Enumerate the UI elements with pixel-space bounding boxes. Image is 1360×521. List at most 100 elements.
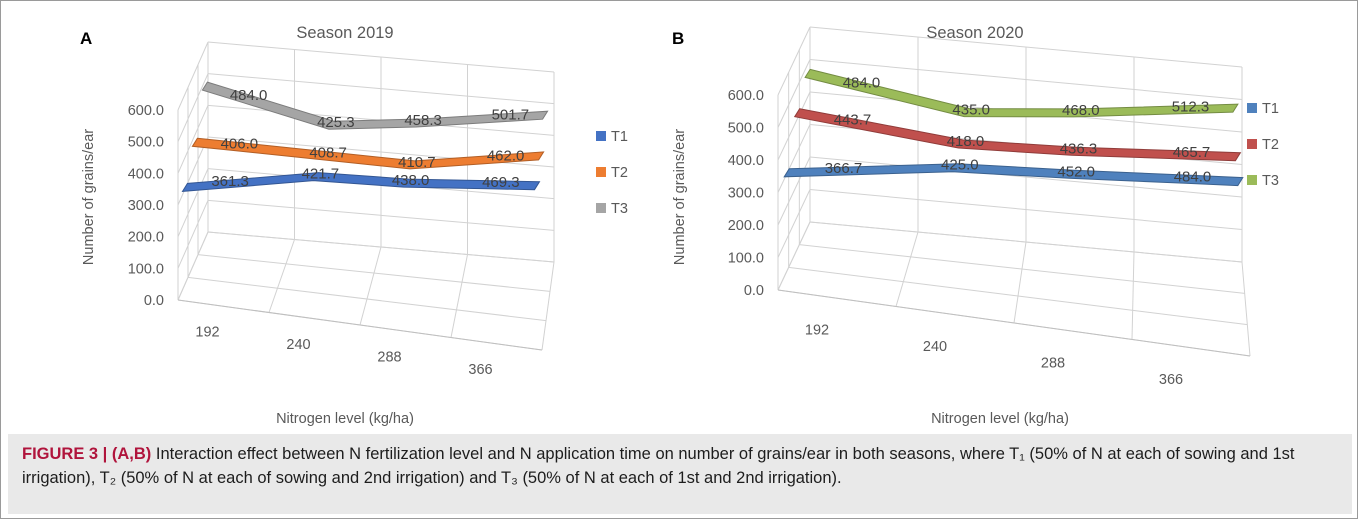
legend-swatch-t1 bbox=[596, 131, 606, 141]
data-label: 484.0 bbox=[1174, 168, 1212, 185]
x-axis-line bbox=[777, 289, 1251, 357]
caption-text: Interaction effect between N fertilizati… bbox=[22, 445, 1295, 487]
floor-gridline bbox=[809, 221, 1243, 263]
floor-gridline bbox=[788, 266, 1248, 326]
data-label: 501.7 bbox=[492, 107, 530, 124]
data-label: 468.0 bbox=[1062, 102, 1100, 119]
x-tick-label: 192 bbox=[805, 322, 829, 338]
y-tick-label: 500.0 bbox=[728, 121, 764, 137]
data-label: 436.3 bbox=[1060, 140, 1098, 157]
series-ribbon-t1 bbox=[783, 163, 1244, 187]
side-wall-gridline bbox=[777, 91, 811, 161]
data-label: 484.0 bbox=[230, 87, 268, 104]
side-wall-gridline bbox=[777, 26, 811, 96]
panel-letter: B bbox=[672, 29, 684, 48]
y-tick-label: 400.0 bbox=[728, 153, 764, 169]
floor-gridline bbox=[777, 221, 811, 291]
data-label: 438.0 bbox=[392, 172, 430, 189]
side-wall-gridline bbox=[177, 73, 209, 142]
chart-title: Season 2020 bbox=[926, 24, 1023, 42]
series-ribbon-t3 bbox=[201, 81, 549, 130]
floor-gridline bbox=[197, 254, 551, 292]
data-label: 458.3 bbox=[404, 112, 442, 129]
legend-label: T2 bbox=[611, 165, 628, 181]
series-ribbon-t1 bbox=[181, 172, 541, 192]
x-tick-label: 192 bbox=[195, 324, 219, 340]
legend-swatch-t3 bbox=[596, 203, 606, 213]
data-label: 421.7 bbox=[302, 166, 340, 183]
y-tick-label: 0.0 bbox=[744, 283, 764, 299]
data-label: 462.0 bbox=[487, 148, 525, 165]
floor-gridline bbox=[799, 244, 1245, 294]
panel-letter: A bbox=[80, 29, 92, 48]
data-label: 435.0 bbox=[952, 102, 990, 119]
series-ribbon-t3 bbox=[804, 68, 1239, 118]
legend-swatch-t2 bbox=[1247, 139, 1257, 149]
legend-label: T3 bbox=[1262, 173, 1279, 189]
x-tick-label: 288 bbox=[1041, 355, 1065, 371]
x-tick-label: 240 bbox=[286, 337, 310, 353]
floor-gridline bbox=[177, 231, 209, 301]
data-label: 465.7 bbox=[1173, 144, 1211, 161]
data-label: 512.3 bbox=[1172, 99, 1210, 116]
plot-area bbox=[777, 26, 1251, 357]
floor-gridline bbox=[268, 239, 295, 313]
y-tick-label: 600.0 bbox=[128, 103, 164, 119]
y-tick-label: 400.0 bbox=[128, 166, 164, 182]
data-label: 443.7 bbox=[834, 111, 872, 128]
x-tick-label: 240 bbox=[923, 339, 947, 355]
y-tick-label: 100.0 bbox=[128, 261, 164, 277]
legend-label: T1 bbox=[611, 129, 628, 145]
figure-caption: FIGURE 3 | (A,B) Interaction effect betw… bbox=[22, 442, 1342, 490]
chart-panel-a: 0.0 100.0 200.0 300.0 400.0 500.0 600.0 192 240 2… bbox=[80, 24, 628, 427]
y-tick-label: 500.0 bbox=[128, 135, 164, 151]
y-tick-label: 100.0 bbox=[728, 251, 764, 267]
y-tick-label: 0.0 bbox=[144, 293, 164, 309]
y-tick-label: 600.0 bbox=[728, 88, 764, 104]
legend-swatch-t1 bbox=[1247, 103, 1257, 113]
side-wall-gridline bbox=[777, 156, 811, 226]
data-label: 406.0 bbox=[221, 135, 259, 152]
legend-label: T1 bbox=[1262, 101, 1279, 117]
data-label: 418.0 bbox=[947, 133, 985, 150]
floor-gridline bbox=[895, 231, 919, 307]
side-wall-gridline bbox=[177, 136, 209, 206]
side-wall-gridline bbox=[177, 168, 209, 237]
legend-swatch-t2 bbox=[596, 167, 606, 177]
x-tick-label: 366 bbox=[468, 362, 492, 378]
floor-gridline bbox=[359, 246, 382, 326]
y-tick-label: 200.0 bbox=[128, 230, 164, 246]
y-tick-label: 300.0 bbox=[128, 198, 164, 214]
side-wall-gridline bbox=[177, 41, 209, 111]
series-ribbon-t2 bbox=[191, 137, 545, 170]
chart-panel-b: 0.0 100.0 200.0 300.0 400.0 500.0 600.0 192 240 2… bbox=[672, 24, 1279, 427]
floor-gridline bbox=[1241, 261, 1251, 357]
x-tick-label: 366 bbox=[1159, 372, 1183, 388]
data-label: 361.3 bbox=[211, 173, 249, 190]
data-label: 366.7 bbox=[825, 160, 863, 177]
plot-area bbox=[177, 41, 555, 351]
side-wall-gridline bbox=[777, 124, 811, 193]
data-label: 410.7 bbox=[398, 154, 436, 171]
data-label: 469.3 bbox=[482, 174, 520, 191]
floor-gridline bbox=[541, 261, 555, 351]
data-label: 408.7 bbox=[309, 145, 347, 162]
floor-gridline bbox=[1013, 241, 1027, 324]
caption-label: FIGURE 3 | (A,B) bbox=[22, 445, 152, 463]
x-tick-label: 288 bbox=[377, 349, 401, 365]
floor-gridline bbox=[450, 254, 468, 338]
side-wall-gridline bbox=[177, 200, 209, 269]
side-wall-gridline bbox=[177, 105, 209, 174]
floor-gridline bbox=[207, 231, 555, 263]
legend-label: T3 bbox=[611, 201, 628, 217]
floor-gridline bbox=[187, 276, 547, 322]
data-label: 425.3 bbox=[317, 114, 355, 131]
legend-label: T2 bbox=[1262, 137, 1279, 153]
side-wall-gridline bbox=[777, 59, 811, 128]
x-axis-line bbox=[177, 299, 543, 351]
y-axis-label: Number of grains/ear bbox=[672, 129, 688, 265]
data-label: 452.0 bbox=[1057, 163, 1095, 180]
figure-caption-box: FIGURE 3 | (A,B) Interaction effect betw… bbox=[8, 434, 1352, 514]
chart-title: Season 2019 bbox=[296, 24, 393, 42]
